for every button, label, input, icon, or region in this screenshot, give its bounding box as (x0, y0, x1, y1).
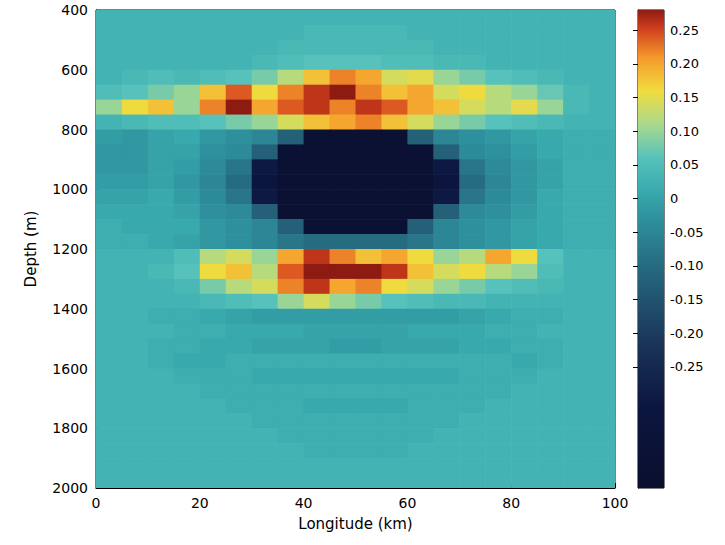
svg-text:1600: 1600 (52, 361, 88, 377)
svg-text:-0.25: -0.25 (670, 359, 704, 374)
svg-text:-0.05: -0.05 (670, 225, 704, 240)
svg-text:40: 40 (295, 495, 313, 511)
svg-text:0.25: 0.25 (670, 23, 699, 38)
svg-text:0.10: 0.10 (670, 124, 699, 139)
svg-text:600: 600 (61, 62, 88, 78)
svg-text:20: 20 (191, 495, 209, 511)
svg-text:0.05: 0.05 (670, 157, 699, 172)
svg-text:-0.10: -0.10 (670, 258, 704, 273)
svg-text:1200: 1200 (52, 241, 88, 257)
svg-text:0.20: 0.20 (670, 56, 699, 71)
svg-text:1800: 1800 (52, 420, 88, 436)
svg-text:80: 80 (502, 495, 520, 511)
svg-text:0: 0 (670, 191, 678, 206)
svg-text:-0.15: -0.15 (670, 292, 704, 307)
svg-text:400: 400 (61, 2, 88, 18)
svg-text:0: 0 (92, 495, 101, 511)
svg-text:800: 800 (61, 122, 88, 138)
svg-text:0.15: 0.15 (670, 90, 699, 105)
svg-text:Longitude (km): Longitude (km) (298, 515, 412, 533)
svg-text:60: 60 (398, 495, 416, 511)
svg-text:Depth (m): Depth (m) (22, 211, 40, 288)
svg-text:-0.20: -0.20 (670, 326, 704, 341)
svg-text:100: 100 (602, 495, 629, 511)
svg-text:2000: 2000 (52, 480, 88, 496)
svg-text:1000: 1000 (52, 181, 88, 197)
svg-text:1400: 1400 (52, 301, 88, 317)
